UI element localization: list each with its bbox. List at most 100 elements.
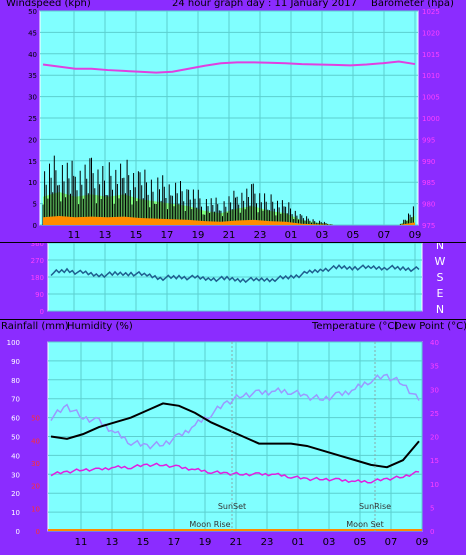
humidity-tick-label: 60 xyxy=(11,415,20,423)
rain-tick-label: 20 xyxy=(31,483,40,491)
humidity-tick-label: 50 xyxy=(11,434,20,442)
y-tick-label: 90 xyxy=(35,291,44,299)
x-tick-label: 23 xyxy=(254,230,267,241)
x-tick-label: 13 xyxy=(106,537,119,548)
temp-tick-label: 0 xyxy=(430,528,434,536)
temp-humidity-chart: 0102030405060708090100010203040500510152… xyxy=(7,339,439,548)
y-tick-label: 180 xyxy=(31,274,44,282)
wind-barometer-chart: 0510152025303540455097598098599099510001… xyxy=(28,8,440,241)
y2-tick-label: 995 xyxy=(422,136,435,144)
y-tick-label: 10 xyxy=(28,179,37,187)
y2-tick-label: 1020 xyxy=(422,29,440,37)
x-tick-label: 13 xyxy=(99,230,112,241)
x-tick-label: 11 xyxy=(68,230,81,241)
rain-tick-label: 0 xyxy=(36,528,40,536)
x-tick-label: 19 xyxy=(199,537,212,548)
temp-tick-label: 35 xyxy=(430,363,439,371)
windspeed-axis-label: Windspeed (kph) xyxy=(6,0,91,9)
barometer-series xyxy=(42,60,416,74)
x-tick-label: 19 xyxy=(192,230,205,241)
humidity-tick-label: 20 xyxy=(11,490,20,498)
average-wind-area xyxy=(43,216,415,225)
dewpoint-series xyxy=(50,462,420,484)
x-tick-label: 09 xyxy=(416,537,429,548)
y-tick-label: 40 xyxy=(28,51,37,59)
temp-tick-label: 15 xyxy=(430,457,439,465)
barometer-axis-label: Barometer (hpa) xyxy=(371,0,454,9)
x-tick-label: 03 xyxy=(316,230,329,241)
x-tick-label: 07 xyxy=(385,537,398,548)
x-tick-label: 07 xyxy=(378,230,391,241)
y2-tick-label: 1025 xyxy=(422,8,440,16)
humidity-axis-label: Humidity (%) xyxy=(67,321,133,332)
moonrise-label: Moon Rise xyxy=(189,520,230,529)
x-tick-label: 21 xyxy=(230,537,243,548)
humidity-tick-label: 40 xyxy=(11,452,20,460)
y2-tick-label: 975 xyxy=(422,222,435,230)
x-tick-label: 15 xyxy=(130,230,143,241)
x-tick-label: 15 xyxy=(137,537,150,548)
temp-tick-label: 25 xyxy=(430,410,439,418)
y-tick-label: 15 xyxy=(28,158,37,166)
y-tick-label: 45 xyxy=(28,29,37,37)
y2-tick-label: 1000 xyxy=(422,115,440,123)
temperature-axis-label: Temperature (°C) xyxy=(312,321,399,332)
temperature-series xyxy=(50,402,420,469)
humidity-tick-label: 10 xyxy=(11,509,20,517)
y-tick-label: 35 xyxy=(28,72,37,80)
y-tick-label: 20 xyxy=(28,136,37,144)
compass-label: W xyxy=(435,255,446,268)
y-tick-label: 360 xyxy=(31,243,44,248)
x-tick-label: 05 xyxy=(354,537,367,548)
y2-tick-label: 1005 xyxy=(422,94,440,102)
temp-tick-label: 5 xyxy=(430,504,434,512)
y2-tick-label: 1010 xyxy=(422,72,440,80)
y-tick-label: 0 xyxy=(33,222,37,230)
y2-tick-label: 980 xyxy=(422,201,435,209)
compass-label: S xyxy=(437,271,444,284)
y-tick-label: 30 xyxy=(28,94,37,102)
x-tick-label: 21 xyxy=(223,230,236,241)
x-tick-label: 23 xyxy=(261,537,274,548)
moonset-label: Moon Set xyxy=(346,520,383,529)
temp-tick-label: 20 xyxy=(430,434,439,442)
humidity-tick-label: 100 xyxy=(7,339,20,347)
x-tick-label: 03 xyxy=(323,537,336,548)
temp-tick-label: 40 xyxy=(430,339,439,347)
y-tick-label: 5 xyxy=(33,201,37,209)
rain-tick-label: 30 xyxy=(31,460,40,468)
rain-tick-label: 10 xyxy=(31,505,40,513)
windspeed-series xyxy=(42,155,414,225)
x-tick-label: 11 xyxy=(75,537,88,548)
sunrise-label: SunRise xyxy=(359,502,391,511)
y-tick-label: 25 xyxy=(28,115,37,123)
wind-direction-series xyxy=(50,264,420,284)
compass-label: E xyxy=(437,287,444,300)
humidity-tick-label: 70 xyxy=(11,396,20,404)
y2-tick-label: 990 xyxy=(422,158,435,166)
humidity-series xyxy=(50,373,420,450)
y-tick-label: 50 xyxy=(28,8,37,16)
gust-area xyxy=(43,192,415,225)
humidity-tick-label: 90 xyxy=(11,358,20,366)
x-tick-label: 05 xyxy=(347,230,360,241)
x-tick-label: 01 xyxy=(292,537,305,548)
rainfall-axis-label: Rainfall (mm) xyxy=(1,321,69,332)
y2-tick-label: 1015 xyxy=(422,51,440,59)
temp-humidity-panel: Rainfall (mm) Humidity (%) Temperature (… xyxy=(0,320,466,555)
wind-direction-panel: 360 270 180 90 0 N W S E N xyxy=(0,243,466,319)
rain-tick-label: 50 xyxy=(31,415,40,423)
x-tick-label: 01 xyxy=(285,230,298,241)
compass-label: N xyxy=(436,243,444,252)
humidity-tick-label: 80 xyxy=(11,377,20,385)
temp-tick-label: 10 xyxy=(430,481,439,489)
y2-tick-label: 985 xyxy=(422,179,435,187)
rain-tick-label: 40 xyxy=(31,437,40,445)
x-tick-label: 09 xyxy=(409,230,422,241)
temp-tick-label: 30 xyxy=(430,386,439,394)
wind-barometer-panel: Windspeed (kph) 24 hour graph day : 11 J… xyxy=(0,0,466,242)
x-tick-label: 17 xyxy=(161,230,174,241)
dewpoint-axis-label: Dew Point (°C) xyxy=(394,321,466,332)
humidity-tick-label: 30 xyxy=(11,471,20,479)
